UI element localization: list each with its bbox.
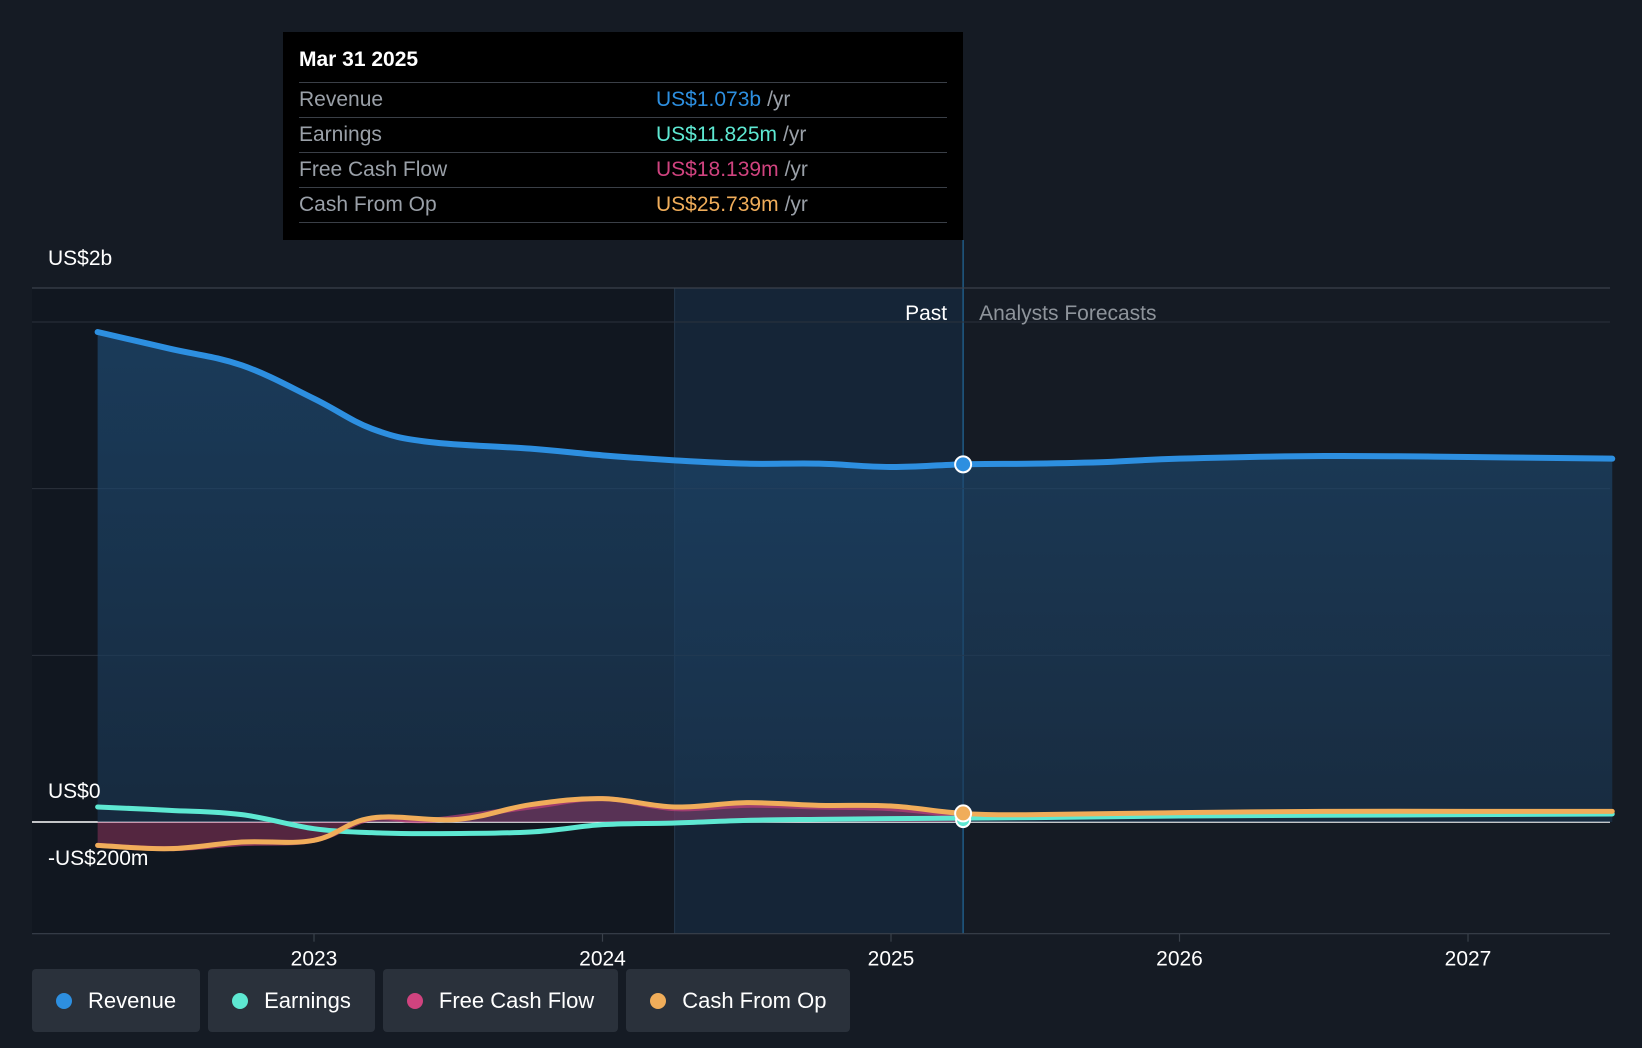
legend-item-cash-from-op[interactable]: Cash From Op: [626, 969, 851, 1032]
tooltip-unit: /yr: [783, 123, 807, 146]
revenue-line: [94, 329, 1616, 471]
x-tick-label: 2024: [579, 948, 626, 971]
tooltip-value: US$25.739m: [656, 193, 779, 216]
legend-item-revenue[interactable]: Revenue: [32, 969, 201, 1032]
legend-label: Revenue: [88, 987, 177, 1013]
tooltip-row-earnings: Earnings US$11.825m /yr: [299, 117, 947, 152]
earnings-line: [95, 804, 1615, 837]
tooltip-unit: /yr: [767, 88, 791, 111]
y-tick-label: -US$200m: [48, 847, 148, 870]
legend-item-free-cash-flow[interactable]: Free Cash Flow: [382, 969, 619, 1032]
tooltip-row-revenue: Revenue US$1.073b /yr: [299, 82, 947, 117]
tooltip-row-cash-from-op: Cash From Op US$25.739m /yr: [299, 187, 947, 223]
revenue-area: [97, 332, 1613, 822]
x-tick-label: 2027: [1445, 948, 1492, 971]
legend-item-earnings[interactable]: Earnings: [208, 969, 375, 1032]
cash-from-op-line: [95, 796, 1615, 852]
tooltip-label: Cash From Op: [299, 193, 437, 216]
forecast-label: Analysts Forecasts: [979, 302, 1156, 325]
tooltip-date: Mar 31 2025: [299, 48, 419, 71]
tooltip-value: US$11.825m: [656, 123, 778, 146]
y-tick-label: US$2b: [48, 247, 112, 270]
tooltip-label: Free Cash Flow: [299, 158, 448, 181]
tooltip-row-free-cash-flow: Free Cash Flow US$18.139m /yr: [299, 152, 947, 187]
cash-from-op-marker: [954, 804, 973, 823]
legend-dot-icon: [406, 992, 423, 1009]
tooltip-label: Revenue: [299, 88, 384, 111]
legend-label: Earnings: [264, 987, 351, 1013]
legend-dot-icon: [232, 992, 249, 1009]
free-cash-flow-area: [97, 798, 964, 849]
x-tick-label: 2023: [291, 948, 338, 971]
tooltip-label: Earnings: [299, 123, 382, 146]
legend-dot-icon: [56, 992, 72, 1009]
tooltip-value: US$18.139m: [656, 158, 779, 181]
y-tick-label: US$0: [48, 780, 101, 803]
tooltip-value: US$1.073b: [656, 88, 762, 111]
legend-label: Cash From Op: [682, 987, 827, 1013]
tooltip-unit: /yr: [784, 193, 808, 216]
legend-dot-icon: [650, 992, 667, 1009]
revenue-marker: [954, 455, 973, 474]
x-tick-label: 2025: [868, 948, 915, 971]
data-tooltip: Mar 31 2025 Revenue US$1.073b /yr Earnin…: [283, 32, 963, 240]
x-tick-label: 2026: [1156, 948, 1203, 971]
tooltip-unit: /yr: [784, 158, 808, 181]
past-label: Past: [905, 302, 947, 325]
legend-label: Free Cash Flow: [438, 987, 595, 1013]
chart-legend: Revenue Earnings Free Cash Flow Cash Fro…: [32, 969, 851, 1032]
